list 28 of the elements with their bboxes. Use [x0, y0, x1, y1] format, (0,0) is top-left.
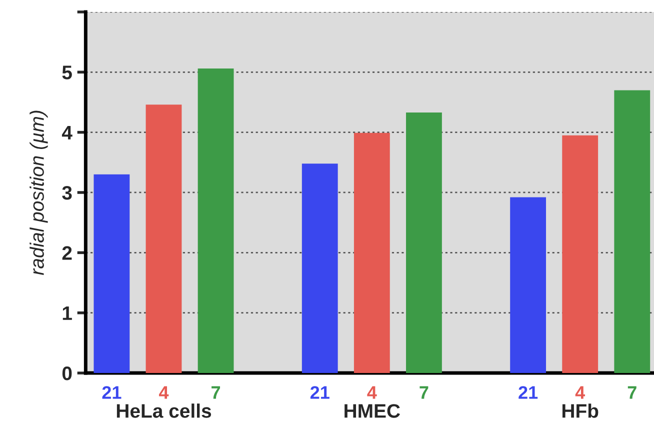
y-tick-label: 0: [62, 366, 72, 380]
y-tick-label: 5: [62, 66, 72, 80]
bar: [562, 135, 598, 374]
text: 4: [575, 386, 586, 399]
text: 4: [367, 386, 377, 399]
series-label: 21: [102, 386, 122, 399]
text: 21: [518, 386, 538, 399]
x-tick-label: HeLa cells: [116, 404, 212, 418]
bar: [302, 164, 338, 374]
y-tick-label: 1: [62, 306, 72, 320]
bar: [198, 68, 234, 374]
text: 7: [628, 386, 636, 399]
bar: [146, 104, 182, 374]
y-tick-label: 2: [62, 246, 72, 260]
bar: [406, 112, 442, 374]
text: 7: [420, 386, 428, 399]
series-label: 4: [158, 386, 169, 399]
x-tick-label: HMEC: [344, 404, 400, 418]
text: 21: [310, 386, 330, 399]
y-tick-label: 3: [62, 186, 72, 200]
y-axis-title: radial position (µm): [30, 110, 48, 276]
y-tick-label: 4: [62, 126, 72, 140]
x-tick-label: HFb: [562, 404, 598, 418]
bar: [94, 174, 130, 374]
bar: [354, 132, 390, 374]
bar: [510, 197, 546, 374]
series-label: 7: [212, 386, 220, 399]
bar: [614, 90, 650, 374]
